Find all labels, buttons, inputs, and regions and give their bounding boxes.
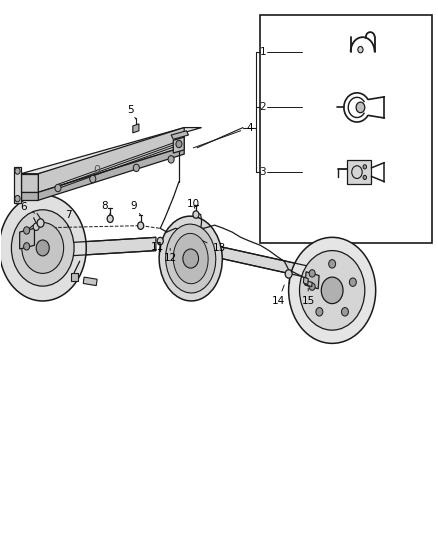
Polygon shape [39,127,184,192]
Circle shape [300,251,365,330]
Circle shape [309,270,315,277]
Circle shape [363,165,367,169]
Circle shape [24,243,30,250]
Text: 9: 9 [130,201,141,215]
Polygon shape [173,137,184,153]
Text: 12: 12 [164,248,177,263]
Polygon shape [21,174,39,192]
Circle shape [36,240,49,256]
Polygon shape [133,124,139,133]
Circle shape [15,196,20,202]
Circle shape [157,237,163,245]
Text: 7: 7 [65,209,71,228]
Circle shape [22,222,64,273]
Circle shape [133,164,139,172]
Polygon shape [304,277,308,285]
Circle shape [350,278,357,286]
Circle shape [363,175,367,180]
Polygon shape [21,127,201,174]
Circle shape [107,215,113,222]
Circle shape [176,140,182,148]
Circle shape [11,210,74,286]
Circle shape [33,223,39,230]
Circle shape [358,46,363,53]
Circle shape [289,237,376,343]
Polygon shape [347,160,371,184]
Circle shape [24,227,30,234]
Text: 10: 10 [186,199,199,209]
Circle shape [90,175,96,183]
Ellipse shape [159,216,223,301]
Polygon shape [25,237,156,259]
Ellipse shape [173,233,208,284]
Circle shape [328,260,336,268]
Circle shape [285,270,292,278]
Polygon shape [14,167,21,203]
Polygon shape [305,280,312,287]
Circle shape [168,156,174,163]
Text: 0: 0 [94,165,101,175]
Text: 3: 3 [259,167,266,177]
Circle shape [342,308,349,316]
Text: 13: 13 [202,240,226,254]
Circle shape [309,283,315,290]
Polygon shape [219,246,315,279]
Text: 8: 8 [101,201,110,215]
Bar [260,14,432,243]
Circle shape [316,308,323,316]
Circle shape [0,195,86,301]
Polygon shape [21,192,39,200]
Circle shape [37,219,44,227]
Circle shape [193,211,199,218]
Polygon shape [20,228,35,249]
Polygon shape [83,277,97,286]
Circle shape [356,102,365,113]
Text: 15: 15 [302,288,315,306]
Circle shape [55,184,61,192]
Polygon shape [171,131,188,139]
Polygon shape [305,272,319,289]
Text: 1: 1 [259,47,266,56]
Circle shape [321,277,343,304]
Text: 14: 14 [272,285,285,306]
Circle shape [308,278,315,286]
Circle shape [138,222,144,229]
Text: 5: 5 [127,104,136,119]
Text: 11: 11 [151,243,164,253]
Ellipse shape [166,224,216,293]
Circle shape [183,249,198,268]
Circle shape [15,168,20,174]
Polygon shape [71,273,78,281]
Text: 2: 2 [259,102,266,112]
Polygon shape [39,147,184,200]
Text: 4: 4 [193,123,253,148]
Text: 6: 6 [21,202,35,213]
